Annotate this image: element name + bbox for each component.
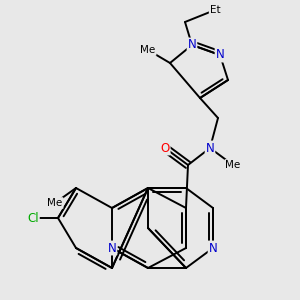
Text: Cl: Cl bbox=[27, 212, 39, 224]
Text: N: N bbox=[216, 49, 224, 62]
Text: Et: Et bbox=[210, 5, 220, 15]
Text: Me: Me bbox=[140, 45, 156, 55]
Text: N: N bbox=[188, 38, 196, 52]
Text: Me: Me bbox=[47, 198, 63, 208]
Text: Me: Me bbox=[225, 160, 241, 170]
Text: N: N bbox=[208, 242, 217, 254]
Text: N: N bbox=[206, 142, 214, 154]
Text: O: O bbox=[160, 142, 169, 154]
Text: N: N bbox=[108, 242, 116, 254]
